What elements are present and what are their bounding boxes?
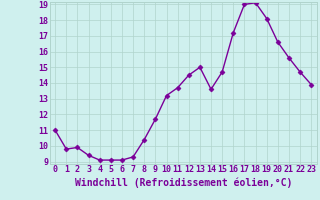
X-axis label: Windchill (Refroidissement éolien,°C): Windchill (Refroidissement éolien,°C) <box>75 177 292 188</box>
